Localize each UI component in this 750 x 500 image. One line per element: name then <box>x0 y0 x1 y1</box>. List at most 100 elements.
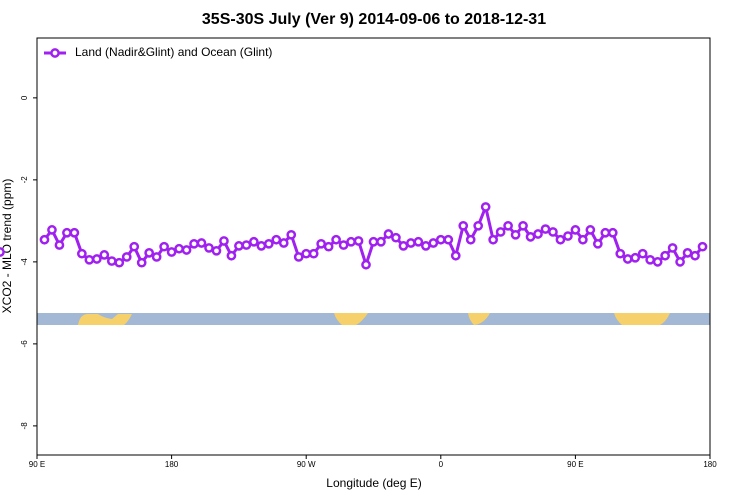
point <box>174 243 184 254</box>
point <box>630 252 641 263</box>
land-map-strip <box>37 313 710 325</box>
point <box>383 229 394 239</box>
y-tick-label: -6 <box>20 340 29 348</box>
point <box>361 259 371 270</box>
x-tick-label: 180 <box>703 460 717 469</box>
point <box>660 250 670 261</box>
point <box>159 241 169 252</box>
point <box>353 236 364 246</box>
point <box>39 234 50 245</box>
point <box>226 250 237 261</box>
point <box>301 248 312 259</box>
point <box>450 250 461 261</box>
point <box>136 257 147 268</box>
point <box>331 234 341 245</box>
plot-frame <box>36 37 711 456</box>
point <box>570 225 581 235</box>
point <box>615 248 626 259</box>
point <box>398 241 409 251</box>
point <box>263 238 274 249</box>
y-tick-label: -2 <box>20 176 29 184</box>
y-tick-label: -8 <box>20 422 29 430</box>
x-tick-label: 180 <box>165 460 179 469</box>
point <box>241 240 252 250</box>
point <box>249 236 259 247</box>
point <box>278 238 289 248</box>
point <box>667 243 678 253</box>
point <box>54 240 65 250</box>
point <box>151 252 162 262</box>
point <box>563 231 573 241</box>
point <box>166 247 177 257</box>
point <box>510 229 521 240</box>
point <box>144 248 155 258</box>
point <box>181 245 192 255</box>
point <box>525 232 536 242</box>
x-axis-label: Longitude (deg E) <box>326 476 421 490</box>
point <box>607 227 618 238</box>
point <box>234 241 244 251</box>
point <box>99 250 110 260</box>
point <box>391 232 401 243</box>
point <box>503 220 513 231</box>
point <box>578 234 588 245</box>
x-tick-label: 0 <box>439 460 444 469</box>
point <box>62 227 72 238</box>
chart-title: 35S-30S July (Ver 9) 2014-09-06 to 2018-… <box>202 11 546 28</box>
point <box>585 225 596 235</box>
point <box>600 227 611 238</box>
point <box>473 220 484 231</box>
point <box>293 252 304 262</box>
point <box>420 241 431 251</box>
point <box>533 229 543 239</box>
point <box>77 248 87 259</box>
point <box>697 241 708 252</box>
point <box>480 202 491 212</box>
point <box>114 257 125 268</box>
y-tick-label: -4 <box>20 258 29 266</box>
point <box>219 236 229 246</box>
point <box>592 238 603 249</box>
point <box>555 234 566 245</box>
point <box>91 254 102 264</box>
x-tick-label: 90 W <box>297 460 316 469</box>
y-axis-label: XCO2 - MLO trend (ppm) <box>0 179 14 314</box>
point <box>271 234 282 245</box>
point <box>435 234 446 245</box>
point <box>256 241 267 251</box>
point <box>308 248 319 259</box>
point <box>443 234 454 245</box>
point <box>204 243 214 253</box>
point <box>346 236 356 247</box>
point <box>129 241 140 252</box>
point <box>637 248 648 259</box>
point <box>0 247 5 257</box>
y-tick-label: 0 <box>20 95 29 100</box>
point <box>69 227 80 238</box>
point <box>368 236 379 247</box>
legend-label: Land (Nadir&Glint) and Ocean (Glint) <box>75 45 272 59</box>
point <box>428 238 439 248</box>
point <box>189 238 199 249</box>
legend-marker <box>50 48 60 58</box>
point <box>465 234 476 245</box>
point <box>540 224 551 234</box>
point <box>286 229 297 240</box>
point <box>84 254 95 265</box>
point <box>47 225 57 235</box>
point <box>675 257 685 267</box>
point <box>645 254 656 265</box>
point <box>682 248 693 258</box>
x-tick-label: 90 E <box>567 460 583 469</box>
point <box>652 257 663 267</box>
x-tick-label: 90 E <box>29 460 45 469</box>
point <box>458 220 469 231</box>
point <box>196 238 207 248</box>
point <box>406 238 416 248</box>
point <box>121 252 132 262</box>
point <box>690 250 700 261</box>
point <box>338 240 349 250</box>
point <box>211 245 222 256</box>
point <box>413 236 424 247</box>
